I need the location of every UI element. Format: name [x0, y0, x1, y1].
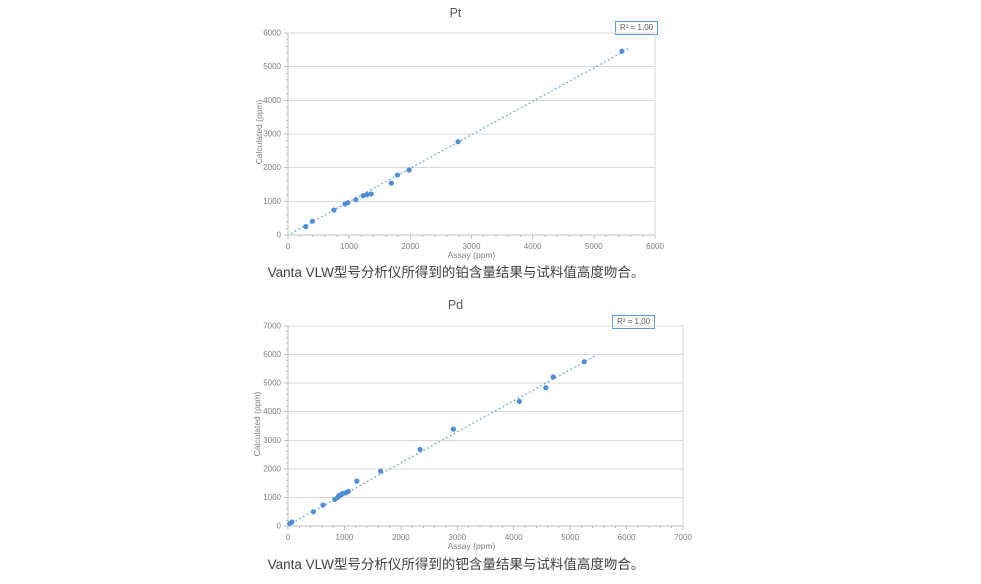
pd-chart-title: Pd	[447, 298, 464, 312]
svg-text:1000: 1000	[340, 242, 358, 251]
svg-text:1000: 1000	[263, 493, 281, 502]
svg-text:5000: 5000	[263, 379, 281, 388]
svg-text:3000: 3000	[263, 130, 281, 139]
svg-text:7000: 7000	[263, 322, 281, 331]
pt-r2-badge: R² = 1,00	[615, 21, 659, 35]
svg-text:0: 0	[277, 522, 282, 531]
svg-text:6000: 6000	[646, 242, 664, 251]
svg-text:6000: 6000	[263, 350, 281, 359]
svg-text:1000: 1000	[336, 533, 354, 542]
svg-text:0: 0	[277, 231, 282, 240]
svg-text:2000: 2000	[263, 464, 281, 473]
svg-text:5000: 5000	[263, 62, 281, 71]
pd-chart-caption: Vanta VLW型号分析仪所得到的钯含量结果与试料值高度吻合。	[267, 557, 645, 572]
svg-text:3000: 3000	[448, 533, 466, 542]
pt-x-axis-label: Assay (ppm)	[447, 250, 496, 260]
pt-scatter-plot: 0 1000 2000 3000 4000 5000 6000 0 1000 2000 3000 40…	[263, 29, 664, 252]
svg-text:3000: 3000	[463, 242, 481, 251]
svg-text:2000: 2000	[263, 163, 281, 172]
pd-scatter-plot: 0 1000 2000 3000 4000 5000 6000 7000 0 1000 2000 30…	[263, 322, 692, 543]
svg-text:4000: 4000	[505, 533, 523, 542]
svg-text:2000: 2000	[392, 533, 410, 542]
svg-text:0: 0	[286, 533, 291, 542]
pt-chart-title: Pt	[449, 6, 462, 20]
svg-text:5000: 5000	[585, 242, 603, 251]
pt-chart-caption: Vanta VLW型号分析仪所得到的铂含量结果与试料值高度吻合。	[267, 265, 645, 280]
svg-text:4000: 4000	[263, 407, 281, 416]
svg-text:1000: 1000	[263, 197, 281, 206]
svg-text:4000: 4000	[524, 242, 542, 251]
svg-text:2000: 2000	[401, 242, 419, 251]
svg-text:6000: 6000	[618, 533, 636, 542]
svg-text:5000: 5000	[561, 533, 579, 542]
svg-text:3000: 3000	[263, 436, 281, 445]
svg-text:0: 0	[286, 242, 291, 251]
svg-text:6000: 6000	[263, 29, 281, 38]
pd-x-axis-label: Assay (ppm)	[447, 541, 496, 551]
svg-text:7000: 7000	[674, 533, 692, 542]
svg-text:4000: 4000	[263, 96, 281, 105]
